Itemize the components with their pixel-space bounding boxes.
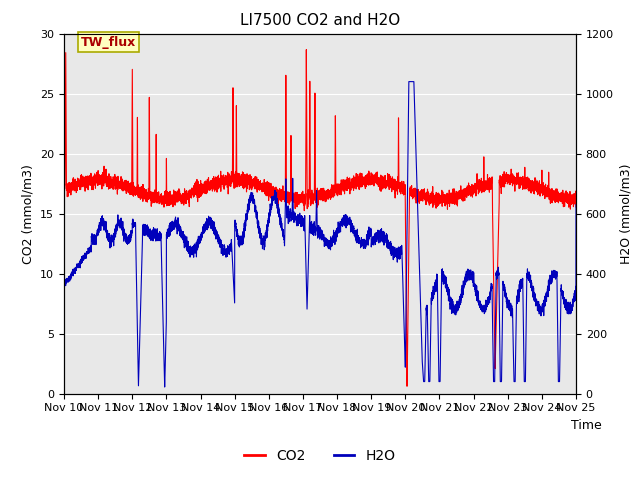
Y-axis label: H2O (mmol/m3): H2O (mmol/m3) [620,163,632,264]
Y-axis label: CO2 (mmol/m3): CO2 (mmol/m3) [22,164,35,264]
Text: TW_flux: TW_flux [81,36,136,48]
X-axis label: Time: Time [571,419,602,432]
Legend: CO2, H2O: CO2, H2O [239,443,401,468]
Title: LI7500 CO2 and H2O: LI7500 CO2 and H2O [240,13,400,28]
